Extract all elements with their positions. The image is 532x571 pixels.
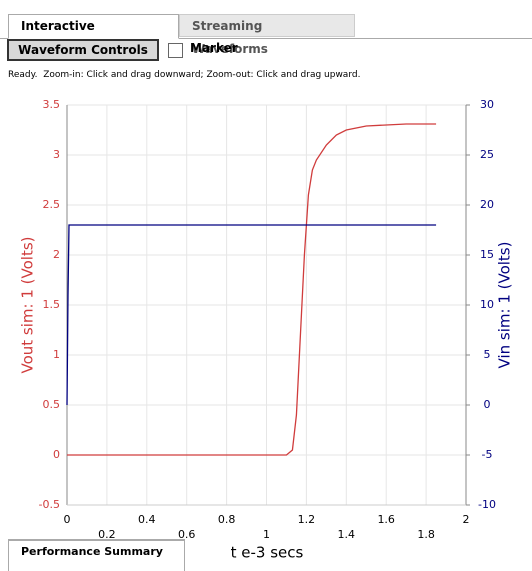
x-tick-label: 0 <box>64 513 71 526</box>
x-tick-label: 1.4 <box>338 528 356 541</box>
x-tick-label: 1.2 <box>298 513 316 526</box>
y2-tick-label: 25 <box>480 148 494 161</box>
line <box>67 123 437 456</box>
status-text: Ready. Zoom-in: Click and drag downward;… <box>8 70 361 80</box>
y2-tick-label: 5 <box>484 348 491 361</box>
y-tick-label: 0 <box>53 448 60 461</box>
x-tick-label: 2 <box>463 513 470 526</box>
x-tick-label: 0.8 <box>218 513 236 526</box>
y-tick-label: 3.5 <box>43 98 61 111</box>
button[interactable]: Waveform Controls <box>7 39 159 61</box>
y2-tick-label: -5 <box>482 448 493 461</box>
x-axis-label: t e-3 secs <box>231 544 304 562</box>
y2-tick-label: 20 <box>480 198 494 211</box>
y2-tick-label: 30 <box>480 98 494 111</box>
tab[interactable]: Streaming Waveforms <box>179 14 355 56</box>
checkbox[interactable] <box>168 43 183 58</box>
x-tick-label: 1.6 <box>377 513 395 526</box>
y2-tick-label: -10 <box>478 498 496 511</box>
x-tick-label: 1.8 <box>417 528 435 541</box>
y-tick-label: 1 <box>53 348 60 361</box>
tab[interactable]: Interactive Waveform <box>8 14 179 56</box>
y-axis-label: Vout sim: 1 (Volts) <box>19 237 37 374</box>
y2-tick-label: 10 <box>480 298 494 311</box>
checkbox-label[interactable]: Marker <box>190 41 238 55</box>
x-tick-label: 0.6 <box>178 528 196 541</box>
tab-bar: Interactive Waveform Streaming Waveforms <box>0 0 532 56</box>
y2-axis-label: Vin sim: 1 (Volts) <box>496 242 514 369</box>
x-tick-label: 0.2 <box>98 528 116 541</box>
y-tick-label: 0.5 <box>43 398 61 411</box>
y2-tick-label: 15 <box>480 248 494 261</box>
line <box>66 224 437 406</box>
y-tick-label: 2 <box>53 248 60 261</box>
y-tick-label: 2.5 <box>43 198 61 211</box>
y-tick-label: 3 <box>53 148 60 161</box>
tab[interactable]: Performance Summary <box>8 539 185 571</box>
y-tick-label: -0.5 <box>39 498 60 511</box>
y2-tick-label: 0 <box>484 398 491 411</box>
x-tick-label: 1 <box>263 528 270 541</box>
y-tick-label: 1.5 <box>43 298 61 311</box>
x-tick-label: 0.4 <box>138 513 156 526</box>
